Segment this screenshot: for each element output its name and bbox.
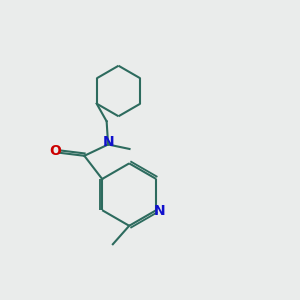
Text: N: N bbox=[102, 135, 114, 149]
Text: N: N bbox=[153, 204, 165, 218]
Text: O: O bbox=[49, 144, 61, 158]
